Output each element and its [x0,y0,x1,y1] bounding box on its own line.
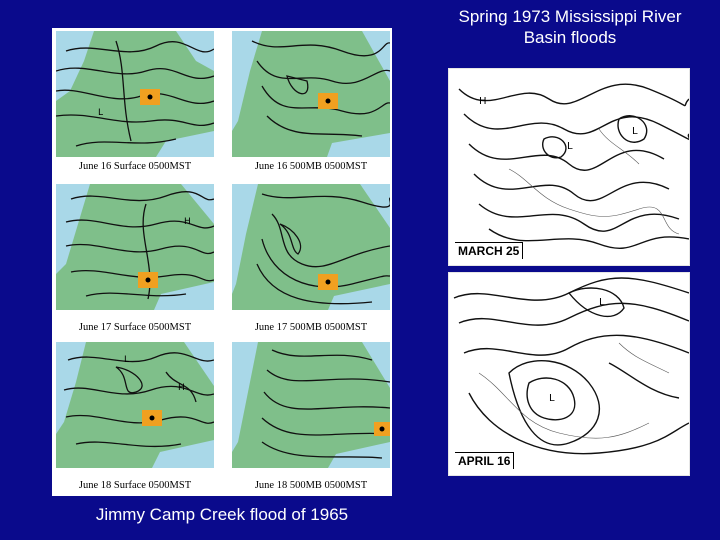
surface-map-june-18: L H [56,342,214,468]
svg-text:L: L [632,126,638,137]
map-date-label: MARCH 25 [455,242,524,259]
surface-map-june-16: L [56,31,214,157]
500mb-map-june-16 [232,31,390,157]
svg-text:L: L [124,355,129,365]
svg-text:L: L [567,141,573,152]
slide-caption: Jimmy Camp Creek flood of 1965 [95,505,349,524]
map-label: June 17 Surface 0500MST [78,322,192,333]
march-25-500mb-map: H L L MARCH 25 [448,68,690,266]
april-16-500mb-map: L L APRIL 16 [448,272,690,476]
map-label: June 16 500MB 0500MST [254,161,368,172]
map-label: June 18 500MB 0500MST [254,480,368,491]
map-label: June 17 500MB 0500MST [254,322,368,333]
svg-text:H: H [184,217,191,227]
svg-text:L: L [599,297,605,308]
svg-text:L: L [98,108,103,118]
map-date-label: APRIL 16 [455,452,515,469]
map-label: June 16 Surface 0500MST [78,161,192,172]
slide-title: Spring 1973 Mississippi River Basin floo… [458,7,682,47]
500mb-map-june-18 [232,342,390,468]
jimmy-camp-creek-maps-panel: L June 16 Surface 0500MST June 16 500MB … [52,28,392,496]
svg-text:H: H [479,96,487,107]
svg-text:H: H [178,383,185,393]
map-label: June 18 Surface 0500MST [78,480,192,491]
surface-map-june-17: H [56,184,214,310]
500mb-map-june-17 [232,184,390,310]
svg-text:L: L [549,393,555,404]
